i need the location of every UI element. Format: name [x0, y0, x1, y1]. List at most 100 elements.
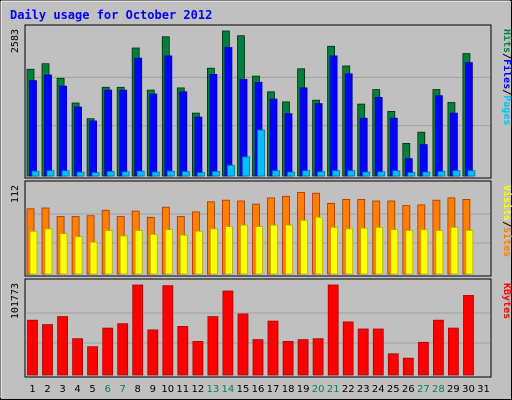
- bar-bottom-kbytes-day-13: [207, 316, 219, 376]
- bar-top-files-day-13: [209, 74, 218, 177]
- bar-middle-visits-day-5: [89, 241, 98, 275]
- panel-middle-legend: Visits/Sites: [501, 185, 512, 257]
- bar-middle-visits-day-25: [390, 229, 399, 275]
- legend-separator: /: [501, 89, 512, 95]
- bar-top-files-day-10: [164, 55, 173, 177]
- bar-middle-visits-day-27: [420, 229, 429, 275]
- day-label-24: 24: [372, 384, 385, 395]
- bar-bottom-kbytes-day-19: [297, 339, 309, 376]
- day-label-4: 4: [74, 384, 80, 395]
- bar-bottom-kbytes-day-11: [177, 325, 189, 376]
- day-label-29: 29: [447, 384, 460, 395]
- legend-visits: Visits: [501, 185, 512, 221]
- day-label-7: 7: [120, 384, 126, 395]
- bar-top-files-day-11: [179, 91, 188, 177]
- bar-top-pages-day-17: [272, 170, 280, 177]
- bar-middle-visits-day-7: [119, 235, 128, 275]
- bar-bottom-kbytes-day-17: [267, 320, 279, 376]
- day-label-17: 17: [267, 384, 280, 395]
- bar-middle-visits-day-21: [330, 226, 339, 275]
- bar-middle-visits-day-20: [315, 216, 324, 275]
- bar-top-pages-day-2: [46, 170, 55, 177]
- panel-bottom-legend: KBytes: [501, 283, 512, 319]
- day-label-15: 15: [237, 384, 250, 395]
- bar-bottom-kbytes-day-18: [282, 340, 294, 376]
- day-label-30: 30: [462, 384, 475, 395]
- bar-bottom-kbytes-day-23: [357, 328, 369, 376]
- bar-bottom-kbytes-day-3: [57, 316, 68, 376]
- bar-top-pages-day-25: [392, 170, 401, 177]
- bar-middle-visits-day-24: [375, 226, 384, 275]
- legend-sites: Sites: [501, 227, 512, 257]
- bar-top-files-day-25: [389, 117, 398, 177]
- bar-top-pages-day-26: [407, 172, 416, 177]
- chart-title: Daily usage for October 2012: [10, 8, 212, 22]
- bar-top-files-day-20: [314, 103, 323, 177]
- bar-bottom-kbytes-day-1: [27, 319, 38, 376]
- bar-top-pages-day-7: [121, 171, 130, 177]
- bar-bottom-kbytes-day-24: [372, 328, 384, 376]
- panel-top-max-label: 2583: [10, 29, 21, 53]
- bar-middle-visits-day-28: [435, 230, 444, 275]
- bar-top-files-day-30: [464, 62, 473, 177]
- bar-middle-visits-day-10: [164, 229, 173, 275]
- bar-top-pages-day-18: [287, 171, 295, 177]
- bar-middle-visits-day-19: [300, 219, 309, 275]
- legend-kbytes: KBytes: [501, 283, 512, 319]
- bar-top-files-day-8: [134, 57, 143, 177]
- legend-separator: /: [501, 221, 512, 227]
- panel-bottom-max-label: 101773: [10, 283, 21, 319]
- bar-top-pages-day-21: [332, 170, 341, 177]
- bar-top-pages-day-24: [377, 171, 386, 177]
- bar-middle-visits-day-30: [465, 230, 474, 275]
- bar-bottom-kbytes-day-22: [342, 321, 354, 376]
- bar-middle-visits-day-29: [450, 226, 459, 275]
- bar-top-files-day-22: [344, 73, 353, 177]
- day-label-27: 27: [417, 384, 430, 395]
- bar-middle-visits-day-2: [44, 228, 53, 275]
- panel-top-legend: Hits/Files/Pages: [501, 29, 512, 125]
- bar-middle-visits-day-13: [209, 228, 218, 275]
- bar-top-pages-day-19: [302, 170, 311, 177]
- bar-bottom-kbytes-day-28: [432, 319, 444, 376]
- bar-middle-visits-day-22: [345, 228, 354, 275]
- bar-bottom-kbytes-day-25: [387, 353, 399, 376]
- bar-top-files-day-2: [44, 74, 52, 177]
- bar-bottom-kbytes-day-5: [87, 346, 98, 376]
- bar-top-files-day-17: [269, 98, 278, 177]
- bar-middle-visits-day-8: [134, 230, 143, 275]
- day-label-8: 8: [135, 384, 141, 395]
- bar-bottom-kbytes-day-20: [312, 338, 324, 376]
- day-label-12: 12: [192, 384, 205, 395]
- bar-top-pages-day-4: [76, 171, 85, 177]
- legend-separator: /: [501, 53, 512, 59]
- day-label-22: 22: [342, 384, 355, 395]
- bar-top-pages-day-8: [136, 170, 145, 177]
- day-label-11: 11: [176, 384, 189, 395]
- bar-middle-visits-day-14: [224, 226, 233, 275]
- bar-top-pages-day-15: [242, 156, 250, 177]
- day-label-23: 23: [357, 384, 370, 395]
- bar-bottom-kbytes-day-2: [42, 324, 53, 376]
- bar-top-files-day-6: [104, 89, 113, 177]
- legend-pages: Pages: [501, 95, 512, 125]
- bar-top-pages-day-29: [452, 170, 461, 177]
- chart-bars: [26, 30, 476, 376]
- day-label-16: 16: [252, 384, 265, 395]
- bar-bottom-kbytes-day-27: [417, 341, 429, 376]
- day-label-3: 3: [59, 384, 65, 395]
- bar-top-pages-day-14: [226, 164, 235, 177]
- bar-bottom-kbytes-day-8: [132, 284, 144, 376]
- bar-bottom-kbytes-day-10: [162, 285, 174, 376]
- bar-top-files-day-27: [419, 144, 428, 177]
- legend-files: Files: [501, 59, 512, 89]
- bar-middle-visits-day-26: [405, 230, 414, 275]
- bar-middle-visits-day-16: [255, 226, 263, 275]
- bar-bottom-kbytes-day-29: [447, 327, 459, 376]
- day-label-28: 28: [432, 384, 445, 395]
- bar-middle-visits-day-6: [104, 230, 113, 275]
- bar-top-pages-day-28: [437, 171, 446, 177]
- day-label-14: 14: [222, 384, 235, 395]
- day-label-25: 25: [387, 384, 400, 395]
